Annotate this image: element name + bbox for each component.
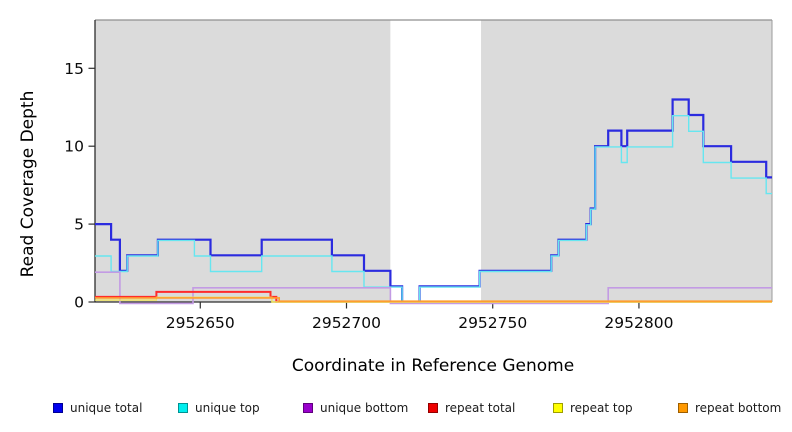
step-line-unique-bottom [95, 271, 772, 305]
legend-item-repeat-top: repeat top [553, 399, 633, 417]
legend-item-repeat-bottom: repeat bottom [678, 399, 781, 417]
legend-label: unique total [70, 401, 143, 415]
step-line-unique-top [95, 115, 772, 304]
legend-item-unique-total: unique total [53, 399, 142, 417]
x-tick-label: 2952650 [166, 314, 235, 332]
legend-label: repeat top [570, 401, 633, 415]
repeat-total-swatch-icon [428, 403, 438, 413]
unique-bottom-swatch-icon [303, 403, 313, 413]
legend-item-unique-bottom: unique bottom [303, 399, 408, 417]
y-tick-label: 15 [64, 60, 84, 78]
repeat-bottom-swatch-icon [678, 403, 688, 413]
y-tick-label: 5 [74, 216, 84, 234]
legend-item-repeat-total: repeat total [428, 399, 515, 417]
x-tick-label: 2952800 [604, 314, 673, 332]
x-axis-title: Coordinate in Reference Genome [291, 356, 575, 376]
x-tick-label: 2952700 [312, 314, 381, 332]
legend-item-unique-top: unique top [178, 399, 260, 417]
legend: unique total unique top unique bottom re… [0, 399, 792, 419]
x-tick-label: 2952750 [458, 314, 527, 332]
legend-label: unique top [195, 401, 260, 415]
unique-top-swatch-icon [178, 403, 188, 413]
step-line-repeat-total [95, 290, 772, 303]
unique-total-swatch-icon [53, 403, 63, 413]
legend-label: repeat total [445, 401, 516, 415]
legend-label: repeat bottom [695, 401, 782, 415]
repeat-top-swatch-icon [553, 403, 563, 413]
step-line-repeat-bottom [95, 297, 772, 302]
y-tick-label: 0 [74, 294, 84, 312]
y-axis-title: Read Coverage Depth [18, 90, 38, 278]
y-tick-label: 10 [64, 138, 84, 156]
shaded-region [95, 20, 391, 302]
legend-label: unique bottom [320, 401, 409, 415]
